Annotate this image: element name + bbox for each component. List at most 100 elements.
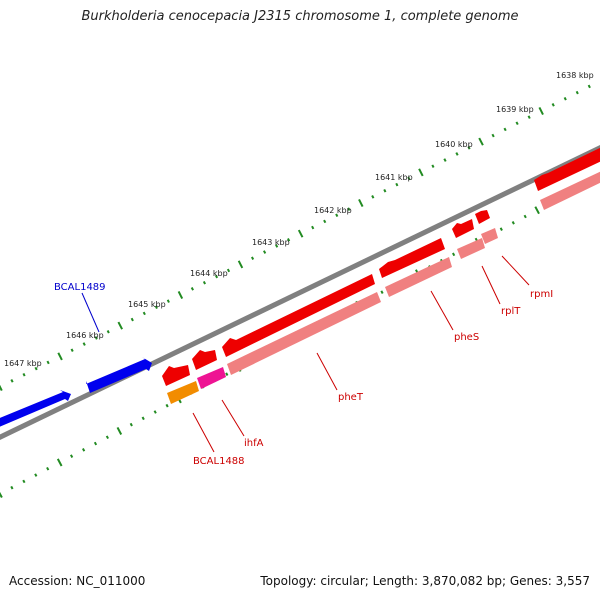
- inner-minor-tick: [499, 227, 503, 231]
- summary-text: Topology: circular; Length: 3,870,082 bp…: [260, 574, 590, 588]
- inner-minor-tick: [105, 435, 109, 440]
- outer-major-tick: [0, 384, 3, 392]
- tick-label-1642: 1642 kbp: [314, 206, 352, 215]
- gene-forward-1[interactable]: [0, 390, 71, 430]
- outer-minor-tick: [275, 244, 279, 248]
- gene-rplt-lower[interactable]: [457, 238, 485, 259]
- gene-label-phes[interactable]: pheS: [454, 332, 479, 343]
- outer-minor-tick: [214, 274, 219, 279]
- gene-row1-a[interactable]: [162, 365, 190, 386]
- tick-label-1638: 1638 kbp: [556, 71, 594, 80]
- gene-row1-b[interactable]: [192, 350, 217, 370]
- gene-label-bcal1489[interactable]: BCAL1489: [54, 282, 106, 293]
- gene-bcal1488-body[interactable]: [167, 381, 199, 404]
- outer-minor-tick: [287, 238, 291, 242]
- leader-rpmi: [501, 255, 530, 286]
- outer-minor-tick: [166, 299, 170, 303]
- tick-label-1643: 1643 kbp: [252, 238, 290, 247]
- gene-label-rplt[interactable]: rplT: [501, 306, 521, 317]
- gene-label-ihfa[interactable]: ihfA: [244, 438, 264, 449]
- gene-phet-upper[interactable]: [222, 274, 375, 357]
- chromosome-backbone: [0, 145, 600, 440]
- inner-minor-tick: [511, 221, 515, 225]
- inner-minor-tick: [452, 252, 456, 257]
- outer-minor-tick: [130, 317, 134, 322]
- outer-minor-tick: [34, 366, 38, 371]
- tick-label-1640: 1640 kbp: [435, 140, 473, 149]
- inner-minor-tick: [82, 448, 86, 452]
- tick-label-1646: 1646 kbp: [66, 331, 104, 340]
- outer-minor-tick: [335, 213, 339, 218]
- outer-minor-tick: [527, 115, 531, 119]
- gene-phes-upper[interactable]: [379, 238, 445, 278]
- outer-tick-row: [0, 84, 591, 392]
- accession-text: Accession: NC_011000: [9, 574, 146, 588]
- leader-ihfa: [221, 399, 245, 437]
- outer-major-tick: [478, 137, 484, 146]
- outer-minor-tick: [142, 311, 146, 316]
- inner-major-tick: [56, 458, 63, 467]
- outer-minor-tick: [226, 268, 231, 273]
- outer-minor-tick: [202, 280, 207, 285]
- outer-minor-tick: [395, 182, 399, 187]
- outer-major-tick: [418, 168, 424, 177]
- inner-minor-tick: [93, 441, 98, 446]
- outer-minor-tick: [455, 152, 459, 156]
- gene-label-phet[interactable]: pheT: [338, 392, 364, 403]
- tick-label-1645: 1645 kbp: [128, 300, 166, 309]
- inner-minor-tick: [34, 473, 38, 477]
- outer-minor-tick: [311, 225, 315, 230]
- inner-minor-tick: [165, 403, 169, 408]
- outer-minor-tick: [251, 256, 255, 260]
- leader-bcal1489: [81, 292, 100, 333]
- inner-major-tick: [116, 426, 123, 435]
- outer-minor-tick: [82, 342, 86, 346]
- gene-phes-lower[interactable]: [385, 257, 452, 297]
- gene-phet-lower[interactable]: [227, 292, 381, 375]
- outer-minor-tick: [491, 133, 495, 138]
- gene-rplt-upper[interactable]: [452, 219, 474, 238]
- outer-major-tick: [177, 290, 184, 300]
- outer-minor-tick: [94, 336, 98, 340]
- gene-rpmi-lower[interactable]: [481, 228, 498, 244]
- leader-phet: [316, 352, 338, 391]
- outer-minor-tick: [190, 287, 194, 291]
- outer-minor-tick: [154, 305, 158, 310]
- outer-major-tick: [237, 260, 244, 269]
- forward-genes: [0, 357, 152, 430]
- gene-label-bcal1488[interactable]: BCAL1488: [193, 456, 245, 467]
- gene-right-lower[interactable]: [540, 167, 600, 210]
- outer-minor-tick: [323, 219, 327, 224]
- tick-labels: 1638 kbp 1639 kbp 1640 kbp 1641 kbp 1642…: [4, 71, 594, 368]
- tick-label-1644: 1644 kbp: [190, 269, 228, 278]
- tick-label-1647: 1647 kbp: [4, 359, 42, 368]
- leader-phes: [430, 290, 454, 331]
- gene-right-upper[interactable]: [534, 143, 600, 191]
- outer-minor-tick: [70, 348, 74, 352]
- inner-major-tick: [0, 491, 3, 498]
- inner-minor-tick: [523, 214, 527, 219]
- outer-minor-tick: [443, 158, 447, 162]
- outer-minor-tick: [347, 207, 351, 211]
- gene-bcal1489[interactable]: [86, 357, 152, 393]
- outer-minor-tick: [383, 188, 387, 193]
- outer-minor-tick: [515, 121, 519, 126]
- gene-label-rpmi[interactable]: rpmI: [530, 289, 553, 300]
- outer-major-tick: [538, 106, 544, 116]
- gene-rpmi-upper[interactable]: [475, 210, 490, 224]
- leader-bcal1488: [192, 412, 215, 453]
- leader-rplt: [481, 265, 501, 305]
- label-leaders: [81, 255, 530, 453]
- inner-minor-tick: [70, 454, 74, 458]
- tick-label-1639: 1639 kbp: [496, 105, 534, 114]
- outer-minor-tick: [551, 103, 555, 107]
- tick-label-1641: 1641 kbp: [375, 173, 413, 182]
- inner-minor-tick: [153, 410, 157, 414]
- outer-minor-tick: [22, 372, 26, 377]
- outer-minor-tick: [263, 250, 267, 254]
- outer-minor-tick: [371, 195, 375, 199]
- gene-ihfa-body[interactable]: [197, 367, 226, 389]
- gene-labels: BCAL1489 rpmI rplT pheS pheT ihfA BCAL14…: [54, 282, 553, 467]
- outer-minor-tick: [563, 96, 567, 101]
